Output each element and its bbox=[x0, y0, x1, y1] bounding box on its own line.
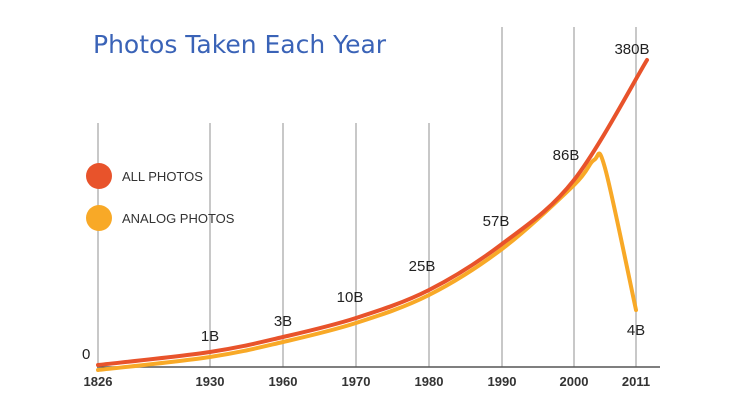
data-label-10B: 10B bbox=[337, 289, 364, 306]
legend-marker-analog-photos bbox=[86, 205, 112, 231]
data-label-25B: 25B bbox=[409, 258, 436, 275]
x-tick-2000: 2000 bbox=[560, 374, 589, 389]
x-tick-1970: 1970 bbox=[342, 374, 371, 389]
legend-label-analog-photos: ANALOG PHOTOS bbox=[122, 211, 235, 226]
data-labels: 0 1B 3B 10B 25B 57B 86B 380B 4B bbox=[82, 41, 650, 363]
x-tick-1826: 1826 bbox=[84, 374, 113, 389]
series-analog-photos-line bbox=[96, 151, 638, 372]
data-label-3B: 3B bbox=[274, 313, 292, 330]
chart-title: Photos Taken Each Year bbox=[93, 30, 387, 59]
legend: ALL PHOTOS ANALOG PHOTOS bbox=[86, 163, 235, 231]
data-label-57B: 57B bbox=[483, 213, 510, 230]
series-all-photos-line bbox=[96, 58, 649, 367]
grid bbox=[97, 27, 637, 367]
x-tick-1990: 1990 bbox=[488, 374, 517, 389]
data-label-380B: 380B bbox=[614, 41, 649, 58]
data-label-86B: 86B bbox=[553, 147, 580, 164]
x-tick-1930: 1930 bbox=[196, 374, 225, 389]
series-group bbox=[96, 58, 649, 372]
x-tick-labels: 1826 1930 1960 1970 1980 1990 2000 2011 bbox=[84, 374, 651, 389]
data-label-1B: 1B bbox=[201, 328, 219, 345]
legend-marker-all-photos bbox=[86, 163, 112, 189]
x-tick-1980: 1980 bbox=[415, 374, 444, 389]
data-label-4B: 4B bbox=[627, 322, 645, 339]
x-tick-2011: 2011 bbox=[622, 374, 650, 389]
x-tick-1960: 1960 bbox=[269, 374, 298, 389]
data-label-0: 0 bbox=[82, 346, 90, 363]
legend-label-all-photos: ALL PHOTOS bbox=[122, 169, 203, 184]
